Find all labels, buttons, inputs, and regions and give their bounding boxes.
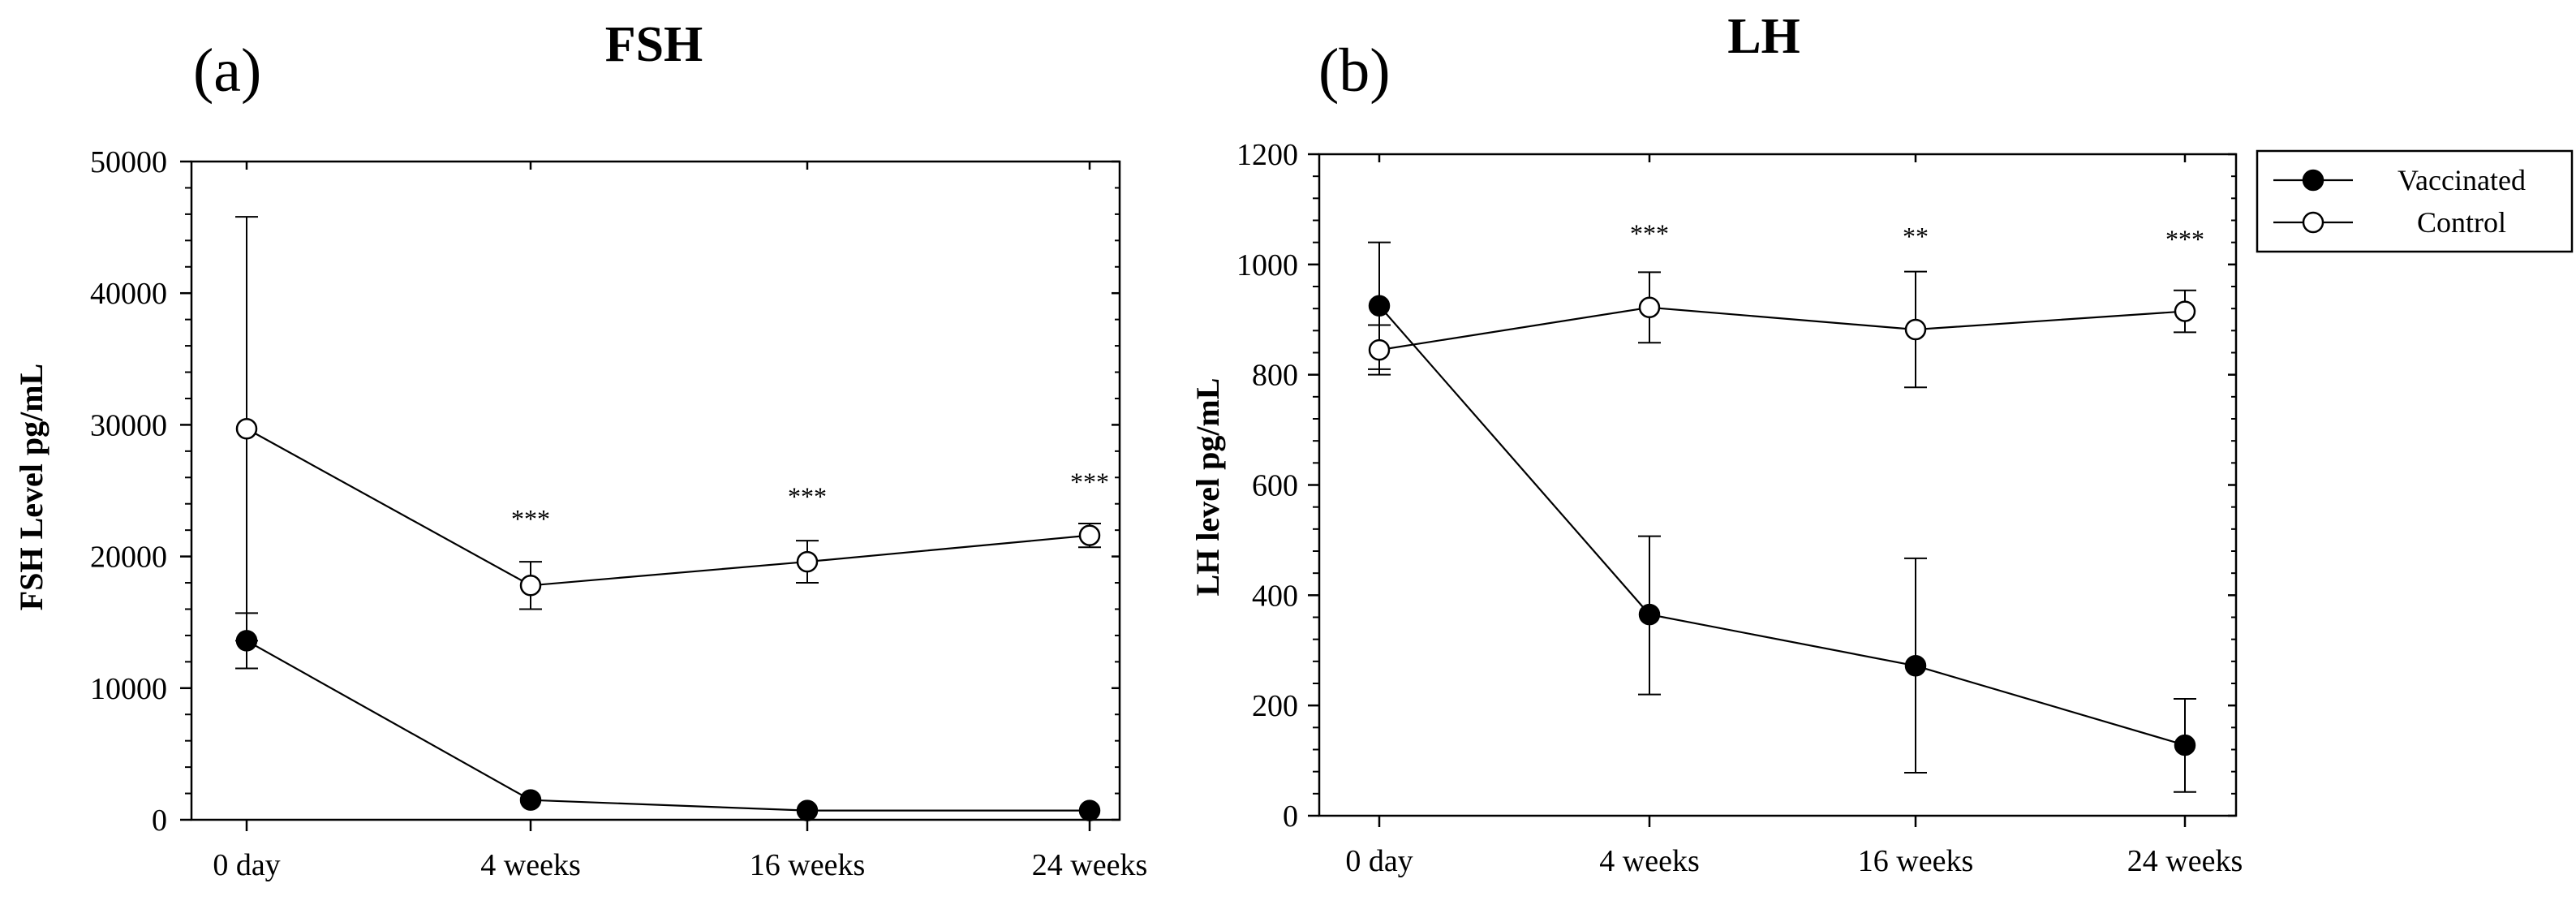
x-tick-label: 4 weeks [1599, 844, 1699, 878]
x-tick-label: 0 day [213, 848, 280, 882]
y-axis-label: FSH Level pg/mL [13, 364, 49, 610]
significance-marker: *** [1070, 468, 1109, 497]
y-tick-label: 1200 [1236, 138, 1298, 172]
data-point-control [1904, 318, 1927, 341]
significance-marker: *** [2165, 224, 2204, 253]
legend: Vaccinated Control [2256, 149, 2574, 253]
data-point-control [235, 418, 258, 440]
significance-marker: *** [788, 481, 827, 511]
x-tick-label: 24 weeks [2127, 844, 2243, 878]
legend-marker [2302, 211, 2324, 234]
y-tick-label: 30000 [90, 408, 167, 442]
y-tick-label: 400 [1252, 579, 1298, 613]
series-line-vaccinated [1378, 305, 2186, 747]
data-point-vaccinated [519, 789, 542, 811]
data-point-vaccinated [1078, 799, 1101, 821]
panel-label: (a) [193, 37, 261, 105]
legend-box [2256, 149, 2574, 253]
y-tick-label: 600 [1252, 469, 1298, 503]
data-point-vaccinated [1904, 655, 1927, 677]
chart-panel-b: LH (b) LH level pg/mL 0 200 400 600 800 1000 1200… [1189, 9, 2574, 878]
y-tick-label: 200 [1252, 689, 1298, 723]
panel-label: (b) [1318, 37, 1391, 105]
data-point-vaccinated [2174, 734, 2196, 756]
x-tick-label: 16 weeks [1858, 844, 1973, 878]
series-line-vaccinated [246, 640, 1090, 812]
y-tick-label: 0 [1283, 799, 1298, 834]
series-control [1368, 270, 2196, 389]
y-tick-label: 800 [1252, 359, 1298, 393]
data-point-control [519, 575, 542, 597]
y-tick-label: 0 [152, 804, 167, 838]
legend-marker [2302, 169, 2324, 192]
chart-panel-a: FSH (a) FSH Level pg/mL 0 10000 20000 30000 400… [13, 17, 1147, 882]
y-axis-label: LH level pg/mL [1189, 378, 1226, 597]
plot-frame [1318, 153, 2238, 817]
significance-marker: *** [1630, 219, 1669, 248]
y-tick-label: 50000 [90, 145, 167, 179]
series-vaccinated [1368, 241, 2196, 793]
data-point-vaccinated [1638, 603, 1661, 626]
significance-marker: *** [511, 504, 550, 533]
x-tick-label: 4 weeks [480, 848, 580, 882]
significance-marker: ** [1903, 222, 1929, 251]
data-point-control [796, 550, 819, 573]
data-point-control [1368, 338, 1391, 361]
data-point-vaccinated [1368, 295, 1391, 317]
x-tick-label: 16 weeks [750, 848, 865, 882]
chart-title: FSH [605, 17, 703, 72]
y-tick-label: 10000 [90, 672, 167, 706]
legend-label: Vaccinated [2398, 164, 2526, 196]
data-point-vaccinated [796, 799, 819, 821]
series-control [235, 216, 1101, 642]
series-vaccinated [235, 612, 1101, 821]
data-point-control [1638, 296, 1661, 319]
x-tick-label: 24 weeks [1032, 848, 1147, 882]
y-tick-label: 1000 [1236, 248, 1298, 282]
series-line-control [1378, 306, 2186, 351]
chart-title: LH [1727, 9, 1800, 64]
x-tick-label: 0 day [1345, 844, 1413, 878]
y-tick-label: 20000 [90, 541, 167, 575]
y-tick-label: 40000 [90, 277, 167, 311]
series-line-control [246, 428, 1090, 587]
legend-label: Control [2417, 206, 2506, 239]
data-point-control [2174, 300, 2196, 322]
plot-frame [190, 160, 1121, 821]
data-point-control [1078, 524, 1101, 546]
